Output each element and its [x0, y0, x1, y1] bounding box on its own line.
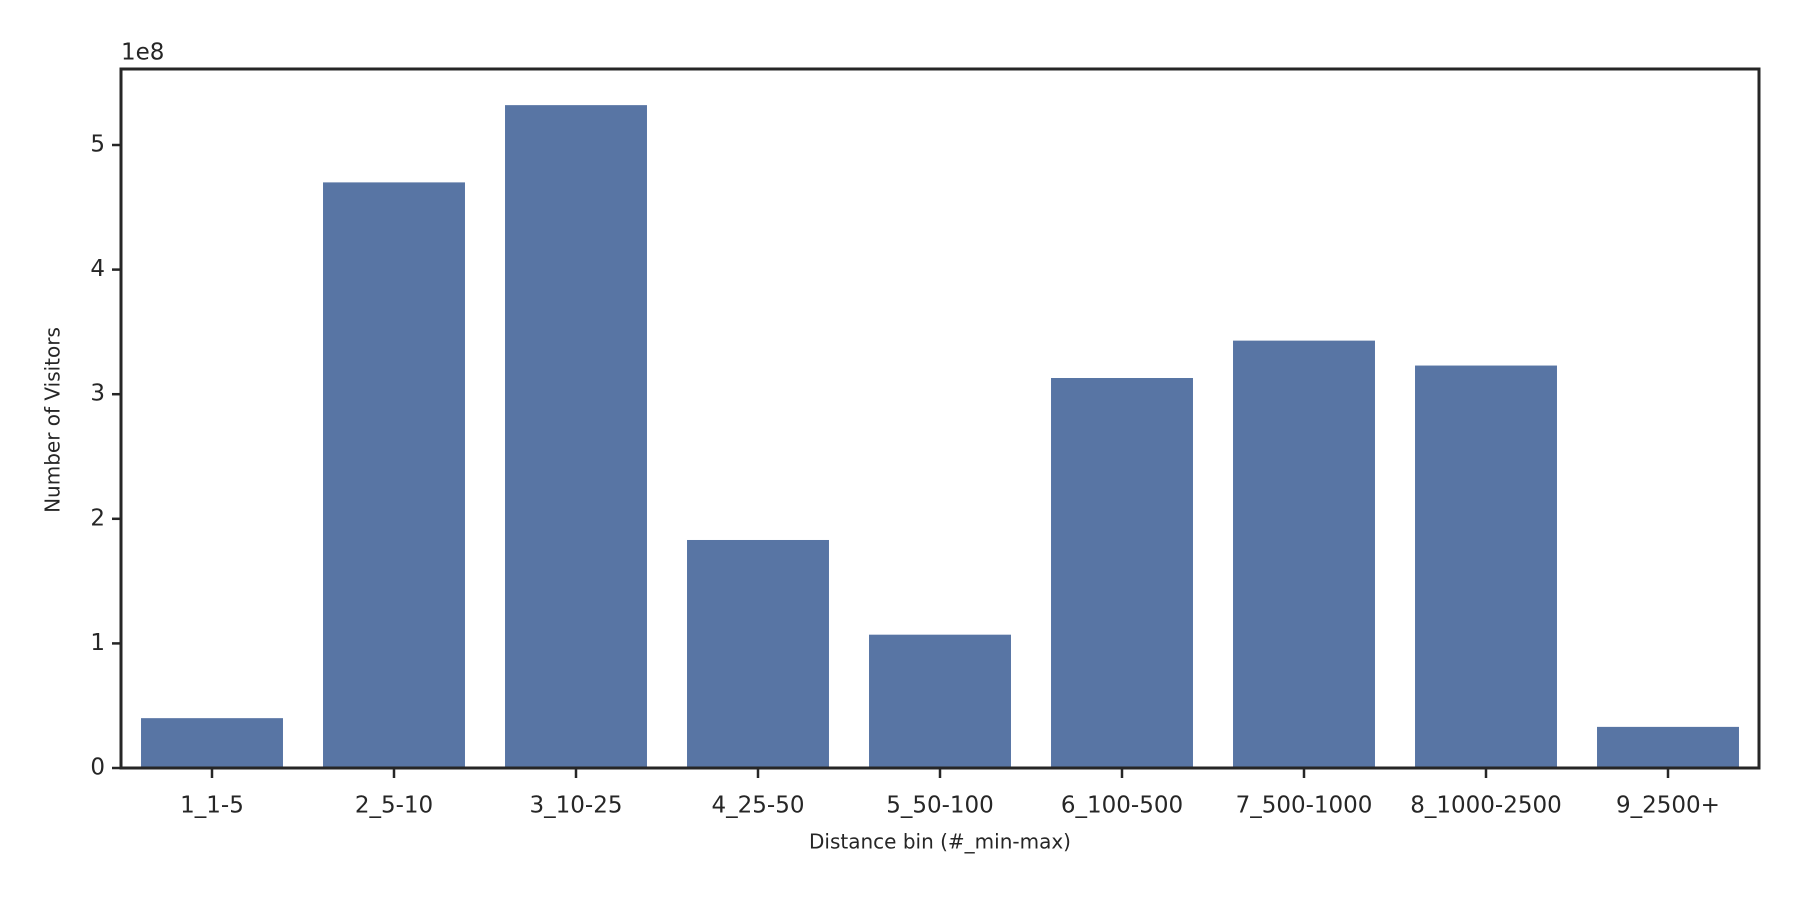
x-axis-label: Distance bin (#_min-max): [809, 830, 1071, 854]
y-tick-label: 0: [90, 755, 105, 781]
y-tick-label: 5: [90, 132, 105, 158]
x-tick-label: 9_2500+: [1616, 793, 1720, 819]
y-tick-label: 4: [90, 256, 105, 282]
bar: [1597, 726, 1739, 768]
y-tick-label: 3: [90, 381, 105, 407]
y-axis-label: Number of Visitors: [41, 327, 65, 513]
y-tick-label: 1: [90, 630, 105, 656]
x-tick-label: 2_5-10: [355, 793, 433, 819]
x-tick-label: 4_25-50: [712, 793, 805, 819]
bar: [505, 105, 647, 769]
plot-frame: [119, 67, 1761, 770]
x-tick-label: 5_50-100: [886, 793, 994, 819]
x-tick-label: 3_10-25: [530, 793, 623, 819]
bar: [1051, 378, 1193, 768]
bar: [141, 718, 283, 768]
bar: [687, 539, 829, 768]
bar: [323, 182, 465, 769]
x-tick-label: 7_500-1000: [1236, 793, 1373, 819]
x-tick-label: 1_1-5: [180, 793, 244, 819]
x-tick-label: 6_100-500: [1061, 793, 1183, 819]
x-tick-label: 8_1000-2500: [1410, 793, 1562, 819]
bar: [869, 634, 1011, 768]
y-offset-label: 1e8: [121, 40, 164, 66]
y-tick-label: 2: [90, 505, 105, 531]
bar: [1415, 365, 1557, 768]
bar: [1233, 340, 1375, 768]
